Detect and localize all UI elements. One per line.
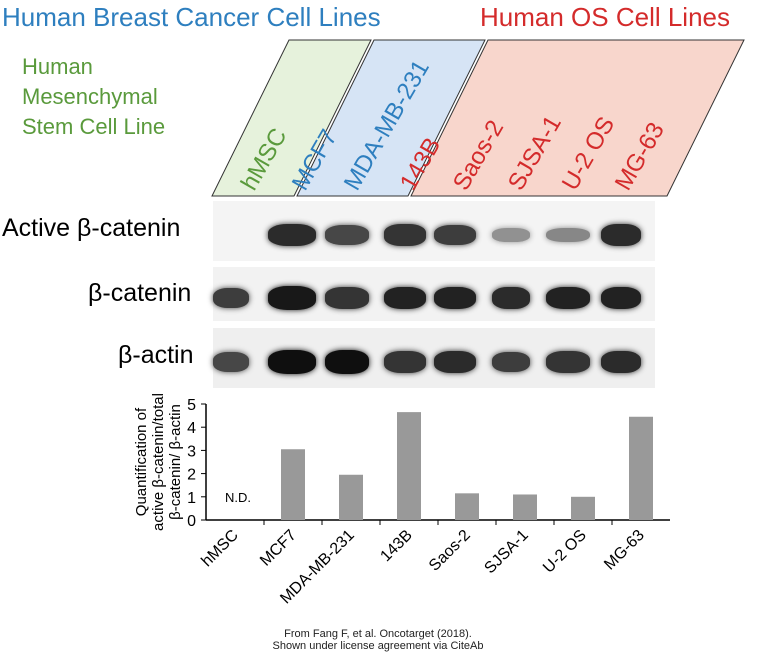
msc-header-line-1: Human (22, 54, 93, 79)
blot-active-beta-catenin (213, 201, 655, 261)
msc-header-line-3: Stem Cell Line (22, 114, 166, 139)
blot-band (434, 224, 476, 246)
credit: From Fang F, et al. Oncotarget (2018). S… (228, 628, 528, 652)
blot-band (325, 350, 369, 374)
blot-band (434, 351, 476, 373)
y-tick-label: 3 (187, 443, 196, 460)
os-group-box (410, 39, 745, 197)
bar-mg-63 (629, 416, 653, 520)
y-axis-label-line: Quantification of (133, 407, 150, 516)
blot-band (601, 224, 641, 246)
row-label-active-beta-catenin: Active β-catenin (2, 214, 181, 242)
x-tick-label: hMSC (198, 527, 241, 570)
y-tick-label: 2 (187, 467, 196, 484)
blot-beta-actin (213, 328, 655, 388)
blot-band (546, 227, 590, 243)
blot-band (268, 350, 316, 374)
blot-band (546, 286, 590, 310)
blot-band (601, 286, 641, 310)
y-axis-label-line: β-catenin/ β-actin (167, 404, 184, 520)
blot-band (325, 225, 369, 245)
row-label-beta-catenin: β-catenin (88, 279, 192, 307)
blot-band (213, 287, 249, 309)
breast-group-box (296, 39, 486, 197)
os-header: Human OS Cell Lines (480, 2, 730, 32)
y-axis: 0 1 2 3 4 5 (187, 397, 206, 530)
y-tick-label: 5 (187, 397, 196, 414)
blot-band (492, 351, 530, 373)
blot-band (384, 351, 426, 373)
nd-annotation: N.D. (225, 490, 251, 505)
blot-band (268, 286, 316, 310)
blot-band (384, 286, 426, 310)
bar-143b (397, 412, 421, 520)
blot-band (325, 287, 369, 309)
x-tick-label: 143B (377, 527, 415, 565)
msc-header-line-2: Mesenchymal (22, 84, 158, 109)
bar-mda-mb-231 (339, 474, 363, 520)
y-tick-label: 1 (187, 490, 196, 507)
y-tick-label: 4 (187, 420, 196, 437)
row-label-beta-actin: β-actin (118, 341, 194, 369)
blot-band (384, 224, 426, 246)
x-tick-label: MCF7 (257, 527, 300, 570)
x-tick-label: SJSA-1 (481, 527, 531, 577)
blot-band (546, 351, 590, 373)
bar-u-2-os (571, 496, 595, 520)
blot-beta-catenin (213, 267, 655, 321)
msc-group-box (211, 39, 372, 197)
credit-line-2: Shown under license agreement via CiteAb (272, 640, 484, 652)
bar-chart: 0 1 2 3 4 5 Quantification of active β-catenin/… (133, 393, 670, 607)
bar-saos-2 (455, 493, 479, 520)
x-tick-label: Saos-2 (426, 527, 474, 575)
blot-band (268, 224, 316, 246)
breast-cancer-header: Human Breast Cancer Cell Lines (2, 2, 381, 32)
blot-band (601, 351, 641, 373)
x-tick-label: U-2 OS (540, 527, 590, 577)
x-tick-label: MG-63 (601, 527, 648, 574)
bar-sjsa-1 (513, 494, 537, 520)
blot-band (492, 227, 530, 243)
msc-header: Human Mesenchymal Stem Cell Line (22, 52, 165, 142)
blot-band (492, 287, 530, 309)
y-tick-label: 0 (187, 513, 196, 530)
y-axis-label-line: active β-catenin/total (150, 393, 167, 531)
blot-band (434, 286, 476, 310)
bar-mcf7 (281, 449, 305, 520)
credit-line-1: From Fang F, et al. Oncotarget (2018). (284, 628, 472, 640)
blot-band (213, 352, 249, 372)
